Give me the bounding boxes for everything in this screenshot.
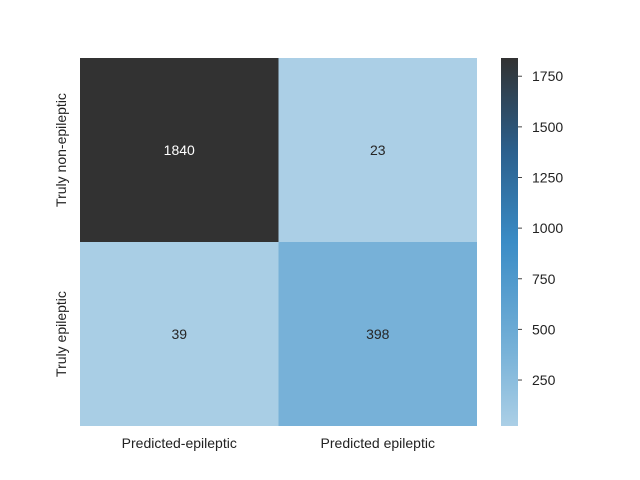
colorbar-tick-label: 1000 (532, 220, 563, 236)
x-tick-label: Predicted-epileptic (122, 435, 237, 451)
cell-annotation: 39 (171, 326, 187, 342)
colorbar-tick-label: 500 (532, 321, 556, 337)
y-tick-labels: Truly non-epileptic Truly epileptic (53, 93, 69, 377)
cell-annotation: 398 (366, 326, 390, 342)
heatmap-cells (80, 58, 477, 426)
y-tick-label: Truly epileptic (53, 291, 69, 377)
cell-annotation: 23 (370, 142, 386, 158)
heatmap-cell (278, 58, 477, 242)
colorbar-tick-label: 1750 (532, 68, 563, 84)
colorbar-gradient (501, 58, 518, 426)
colorbar: 250 500 750 1000 1250 1500 1750 (501, 58, 563, 426)
heatmap-annotations: 1840 23 39 398 (164, 142, 390, 342)
colorbar-tick-label: 1250 (532, 169, 563, 185)
heatmap-cell (278, 242, 477, 426)
y-tick-label: Truly non-epileptic (53, 93, 69, 207)
heatmap-cell (80, 242, 279, 426)
x-tick-label: Predicted epileptic (321, 435, 435, 451)
cell-annotation: 1840 (164, 142, 195, 158)
x-tick-labels: Predicted-epileptic Predicted epileptic (122, 435, 435, 451)
colorbar-tick-label: 750 (532, 271, 556, 287)
colorbar-ticks: 250 500 750 1000 1250 1500 1750 (518, 68, 563, 388)
heatmap-cell (80, 58, 279, 242)
colorbar-tick-label: 1500 (532, 119, 563, 135)
colorbar-tick-label: 250 (532, 372, 556, 388)
